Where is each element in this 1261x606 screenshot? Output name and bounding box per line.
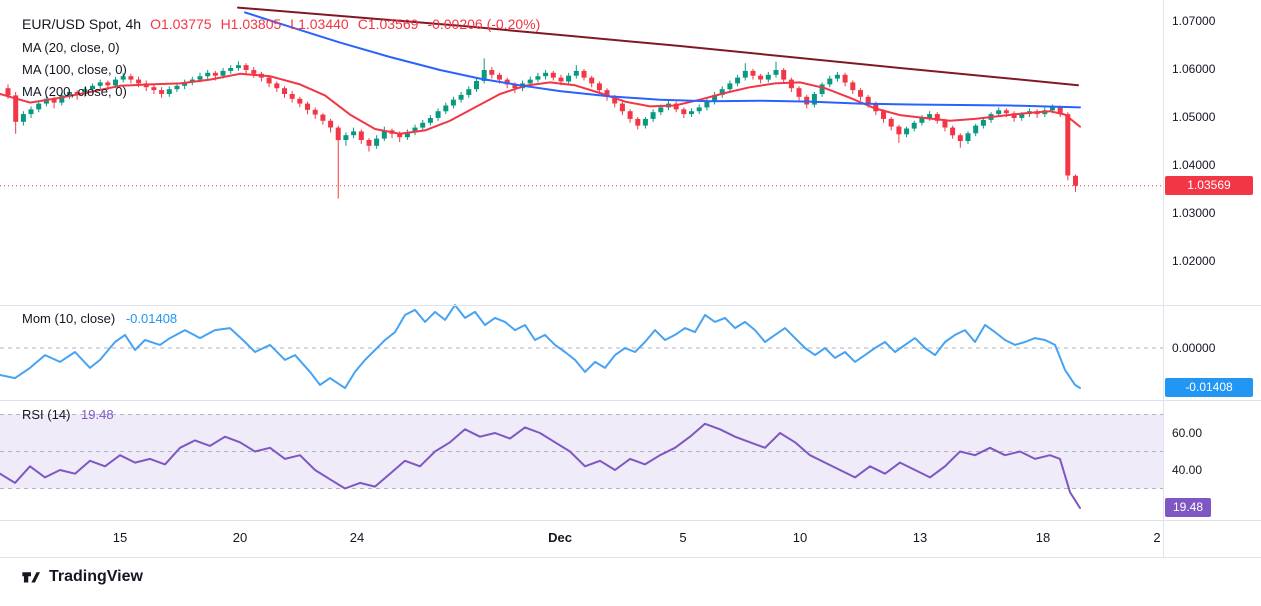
rsi-value-badge: 19.48 — [1165, 497, 1211, 517]
tradingview-logo-text: TradingView — [49, 568, 143, 585]
legend-ma20-label: MA (20, close, 0) — [22, 40, 120, 55]
time-axis-separator — [0, 520, 1261, 521]
legend-ma200-label: MA (200, close, 0) — [22, 84, 127, 99]
tradingview-logo[interactable]: TradingView — [20, 566, 143, 588]
legend-momentum-value: -0.01408 — [125, 311, 178, 326]
momentum-value-badge: -0.01408 — [1165, 378, 1253, 397]
pane-separator-momentum-rsi[interactable] — [0, 400, 1261, 401]
last-price-badge: 1.03569 — [1165, 175, 1253, 195]
widget-bottom-separator — [0, 557, 1261, 558]
legend-rsi[interactable]: RSI (14) 19.48 — [22, 407, 114, 422]
axis-tick: 1.02000 — [1172, 254, 1216, 268]
tradingview-logo-icon — [22, 572, 41, 583]
time-tick: 5 — [679, 530, 687, 545]
ohlc-open: O1.03775 — [150, 16, 212, 32]
axis-tick: 1.07000 — [1172, 14, 1216, 28]
legend-ma100[interactable]: MA (100, close, 0) — [22, 62, 127, 77]
axis-tick: 1.03000 — [1172, 206, 1216, 220]
axis-tick: 1.05000 — [1172, 110, 1216, 124]
legend-ma200[interactable]: MA (200, close, 0) — [22, 84, 127, 99]
axis-tick: 1.04000 — [1172, 158, 1216, 172]
axis-tick: 0.00000 — [1172, 341, 1216, 355]
axis-tick: 40.00 — [1172, 463, 1203, 477]
pane-separator-price-momentum[interactable] — [0, 305, 1261, 306]
time-tick: 20 — [232, 530, 248, 545]
ohlc-high: H1.03805 — [220, 16, 282, 32]
legend-momentum[interactable]: Mom (10, close) -0.01408 — [22, 311, 177, 326]
ohlc-close: C1.03569 — [357, 16, 419, 32]
legend-rsi-value: 19.48 — [81, 407, 114, 422]
axis-tick: 60.00 — [1172, 426, 1203, 440]
symbol-title: EUR/USD Spot, 4h — [22, 16, 142, 32]
legend-ma100-label: MA (100, close, 0) — [22, 62, 127, 77]
time-tick: 24 — [349, 530, 365, 545]
time-tick: Dec — [548, 530, 572, 545]
time-tick: 18 — [1035, 530, 1051, 545]
time-tick: 13 — [912, 530, 928, 545]
time-tick: 10 — [792, 530, 808, 545]
legend-ma20[interactable]: MA (20, close, 0) — [22, 40, 120, 55]
time-axis[interactable]: 15 20 24 Dec 5 10 13 18 2 — [0, 521, 1163, 557]
ohlc-change: -0.00206 (-0.20%) — [427, 16, 541, 32]
price-axis[interactable]: 1.07000 1.06000 1.05000 1.04000 1.03000 1.020… — [1163, 0, 1261, 557]
time-tick: 15 — [112, 530, 128, 545]
chart-header[interactable]: EUR/USD Spot, 4h O1.03775 H1.03805 L1.03… — [22, 16, 540, 32]
ohlc-low: L1.03440 — [290, 16, 349, 32]
legend-momentum-label: Mom (10, close) — [22, 311, 116, 326]
price-axis-separator — [1163, 0, 1164, 557]
time-tick: 2 — [1153, 530, 1161, 545]
axis-tick: 1.06000 — [1172, 62, 1216, 76]
legend-rsi-label: RSI (14) — [22, 407, 71, 422]
